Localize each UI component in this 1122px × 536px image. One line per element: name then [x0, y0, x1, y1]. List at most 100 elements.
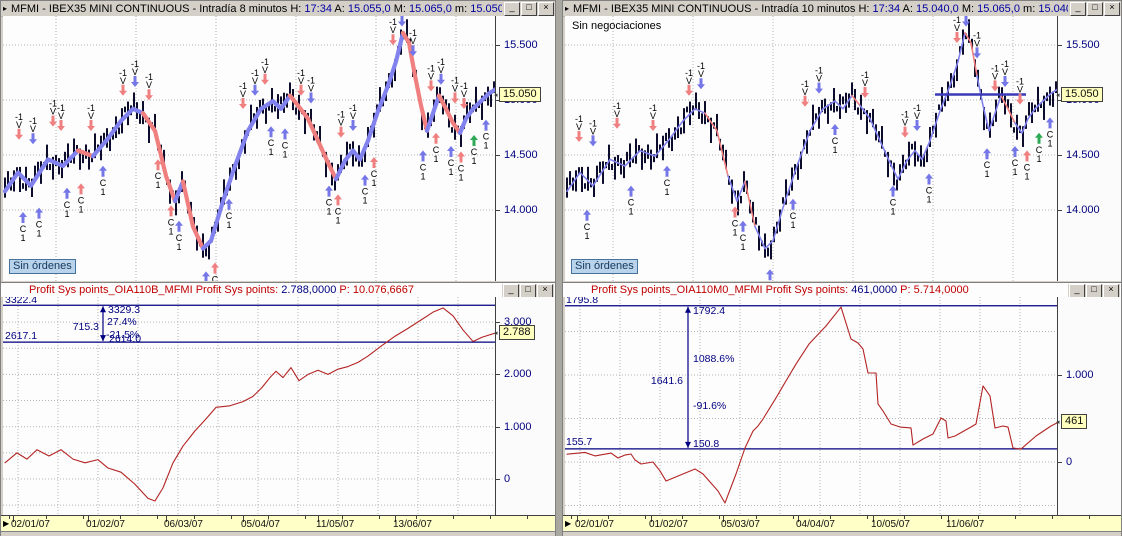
indicator-axis[interactable]: 1.000 0 ◂ 461	[1056, 297, 1121, 515]
window-title: MFMI - IBEX35 MINI CONTINUOUS - Intradía…	[573, 3, 1095, 15]
svg-text:-1: -1	[697, 61, 705, 71]
candlestick-chart-area[interactable]: Sin negociaciones Sin órdenes -1 V -1 V -1 V -…	[565, 16, 1057, 281]
date-tick	[166, 516, 167, 522]
play-icon: ▶	[565, 519, 572, 528]
profit-curve-chart-area[interactable]: 1795.8 155.7 1792.4 1088.6% 1641.6 -91.6% 150.…	[565, 297, 1057, 515]
close-button[interactable]: ×	[1104, 2, 1120, 16]
svg-text:-1: -1	[119, 68, 127, 78]
close-button[interactable]: ×	[1103, 284, 1119, 298]
svg-text:C: C	[282, 140, 289, 150]
window-titlebar[interactable]: ▸ MFMI - IBEX35 MINI CONTINUOUS - Intrad…	[1, 1, 555, 17]
svg-text:C: C	[176, 233, 183, 243]
svg-text:1: 1	[832, 145, 837, 155]
date-label: 04/04/07	[796, 519, 835, 530]
y-axis-tick	[496, 210, 500, 211]
svg-text:V: V	[410, 36, 416, 46]
svg-text:V: V	[974, 38, 980, 48]
svg-text:V: V	[576, 122, 582, 132]
close-button[interactable]: ×	[538, 2, 554, 16]
maximize-button[interactable]: □	[520, 284, 536, 298]
title-text-run: MFMI - IBEX35 MINI CONTINUOUS - Intradía…	[573, 2, 856, 15]
svg-text:-1: -1	[57, 103, 65, 113]
no-orders-badge[interactable]: Sin órdenes	[571, 259, 638, 274]
svg-text:1: 1	[1024, 171, 1029, 181]
maximize-button[interactable]: □	[1087, 2, 1103, 16]
date-label: 02/01/07	[11, 519, 50, 530]
svg-text:-1: -1	[49, 99, 57, 109]
svg-text:V: V	[88, 111, 94, 121]
minor-tick	[978, 516, 979, 519]
y-axis-label: 0	[504, 473, 511, 485]
svg-text:3322.4: 3322.4	[5, 297, 37, 306]
minimize-button[interactable]: _	[1070, 2, 1086, 16]
minor-tick	[904, 516, 905, 519]
svg-text:1: 1	[628, 207, 633, 217]
y-axis-label: 15.500	[504, 39, 538, 51]
window-titlebar[interactable]: ▸ MFMI - IBEX35 MINI CONTINUOUS - Intrad…	[563, 1, 1121, 17]
svg-text:1: 1	[362, 196, 367, 206]
svg-text:1: 1	[268, 147, 273, 157]
date-label: 01/02/07	[86, 519, 125, 530]
indicator-header-run: 5.714,0000	[913, 284, 969, 296]
maximize-button[interactable]: □	[1086, 284, 1102, 298]
indicator-axis[interactable]: 3.000 2.000 1.000 0 ◂ 2.788	[494, 297, 555, 515]
svg-text:1: 1	[64, 209, 69, 219]
svg-text:C: C	[335, 206, 342, 216]
svg-text:C: C	[732, 219, 739, 229]
svg-text:1: 1	[371, 178, 376, 188]
indicator-header: Profit Sys points_OIA110B_MFMI Profit Sy…	[1, 282, 555, 297]
svg-text:1: 1	[335, 215, 340, 225]
y-axis-tick	[1058, 155, 1062, 156]
svg-text:1: 1	[926, 195, 931, 205]
svg-text:V: V	[298, 76, 304, 86]
svg-text:1: 1	[458, 173, 463, 183]
date-axis[interactable]: ▶ 02/01/07 01/02/07 06/03/07 05/04/07 11/05/…	[1, 515, 555, 532]
svg-text:V: V	[58, 111, 64, 121]
active-chart-indicator-icon: ▸	[3, 4, 8, 13]
y-axis-tick	[1058, 462, 1062, 463]
date-label: 05/03/07	[721, 519, 760, 530]
svg-text:-1: -1	[145, 72, 153, 82]
svg-text:1: 1	[420, 171, 425, 181]
svg-text:27.4%: 27.4%	[107, 316, 137, 328]
minor-tick	[608, 516, 609, 519]
maximize-button[interactable]: □	[521, 2, 537, 16]
svg-text:V: V	[308, 84, 314, 94]
title-text-run: m:	[451, 2, 471, 15]
minor-tick	[941, 516, 942, 519]
profit-curve-chart-area[interactable]: 3322.4 2617.1 715.3 3329.3 27.4% -21.5% 2614.0	[3, 297, 495, 515]
svg-text:V: V	[590, 126, 596, 136]
minor-tick	[305, 516, 306, 519]
svg-text:C: C	[78, 195, 85, 205]
close-button[interactable]: ×	[537, 284, 553, 298]
minimize-button[interactable]: _	[503, 284, 519, 298]
svg-text:V: V	[1017, 85, 1023, 95]
svg-text:V: V	[1002, 67, 1008, 77]
svg-text:V: V	[862, 78, 868, 88]
svg-text:C: C	[1047, 129, 1054, 139]
y-axis-label: 3.000	[504, 316, 532, 329]
svg-text:-91.6%: -91.6%	[693, 400, 726, 412]
date-axis[interactable]: ▶ 02/01/07 01/02/07 05/03/07 04/04/07 10/05/…	[563, 515, 1121, 532]
svg-text:1: 1	[732, 228, 737, 238]
candlestick-chart-area[interactable]: Sin órdenes -1 V -1 V -1 V -1 V -1 V -1 V -1 V -1 V -1 V -…	[3, 16, 495, 281]
y-axis-tick	[1058, 100, 1062, 101]
title-text-run: 15.065,0	[977, 2, 1020, 15]
svg-text:V: V	[963, 16, 969, 17]
svg-text:C: C	[628, 198, 635, 208]
minimize-button[interactable]: _	[504, 2, 520, 16]
minor-tick	[571, 516, 572, 519]
minimize-button[interactable]: _	[1069, 284, 1085, 298]
svg-text:V: V	[452, 84, 458, 94]
y-axis-label: 0	[1066, 456, 1073, 468]
no-orders-badge[interactable]: Sin órdenes	[9, 259, 76, 274]
svg-text:-1: -1	[251, 68, 259, 78]
svg-text:C: C	[326, 198, 333, 208]
svg-text:1: 1	[584, 231, 589, 241]
svg-text:1: 1	[1047, 138, 1052, 148]
svg-text:V: V	[262, 65, 268, 75]
svg-text:-1: -1	[991, 63, 999, 73]
title-text-run: 15.055,0	[347, 2, 391, 15]
